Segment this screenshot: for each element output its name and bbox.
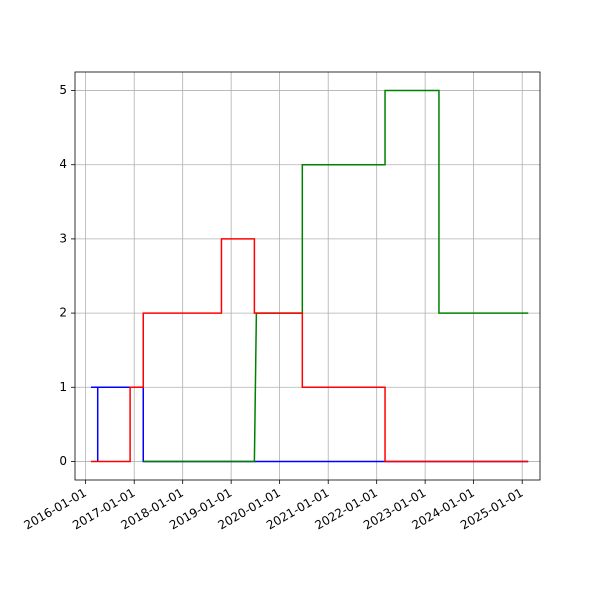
axes <box>71 71 541 484</box>
y-tick-label: 1 <box>59 380 67 394</box>
y-tick-label: 3 <box>59 231 67 245</box>
y-tick-label: 5 <box>59 83 67 97</box>
y-tick-label: 0 <box>59 454 67 468</box>
series-line-1 <box>143 89 529 463</box>
plot-frame <box>74 71 541 481</box>
y-tick-label: 4 <box>59 157 67 171</box>
series-line-2 <box>90 238 529 463</box>
y-tick-label: 2 <box>59 306 67 320</box>
series-group <box>90 89 529 463</box>
